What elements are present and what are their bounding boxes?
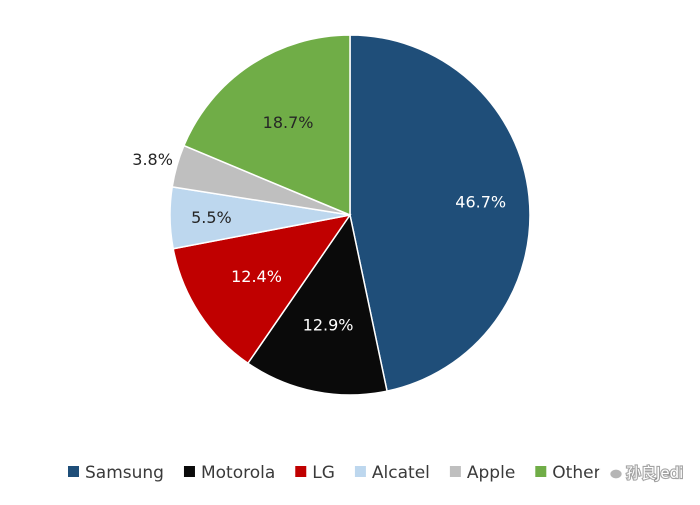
wechat-icon: [599, 461, 624, 480]
legend-label-motorola: Motorola: [201, 463, 275, 483]
legend-label-alcatel: Alcatel: [372, 463, 430, 483]
data-label-lg: 12.4%: [231, 267, 282, 286]
pie-slices: [169, 34, 531, 396]
legend-item-motorola: Motorola: [183, 463, 275, 483]
legend-swatch-apple: [449, 466, 461, 477]
legend-swatch-lg: [295, 466, 307, 477]
data-label-apple: 3.8%: [132, 150, 173, 169]
legend-label-apple: Apple: [467, 463, 515, 483]
legend-item-other: Other: [535, 463, 601, 483]
legend-item-apple: Apple: [449, 463, 515, 483]
legend-swatch-motorola: [183, 466, 195, 477]
legend-label-samsung: Samsung: [85, 463, 164, 483]
pie-slice-lg: [172, 213, 352, 365]
legend: Samsung Motorola LG Alcatel Apple Other: [68, 463, 601, 483]
pie-slice-samsung: [349, 34, 531, 393]
data-label-motorola: 12.9%: [303, 315, 354, 334]
legend-item-samsung: Samsung: [68, 463, 164, 483]
watermark-text: 孙良Jedi: [626, 464, 683, 482]
legend-swatch-samsung: [68, 466, 79, 477]
legend-label-other: Other: [552, 463, 600, 483]
legend-item-alcatel: Alcatel: [354, 463, 430, 483]
pie-labels: 46.7% 12.9% 12.4% 5.5% 3.8% 18.7%: [132, 113, 506, 334]
data-label-alcatel: 5.5%: [191, 208, 232, 227]
pie-slice-motorola: [246, 213, 388, 396]
watermark: 孙良Jedi: [599, 461, 684, 483]
legend-swatch-alcatel: [354, 466, 366, 477]
pie-slice-other: [182, 34, 351, 217]
data-label-samsung: 46.7%: [455, 192, 506, 211]
data-label-other: 18.7%: [263, 113, 314, 132]
legend-item-lg: LG: [295, 463, 335, 483]
legend-label-lg: LG: [312, 463, 335, 483]
legend-swatch-other: [535, 466, 547, 477]
